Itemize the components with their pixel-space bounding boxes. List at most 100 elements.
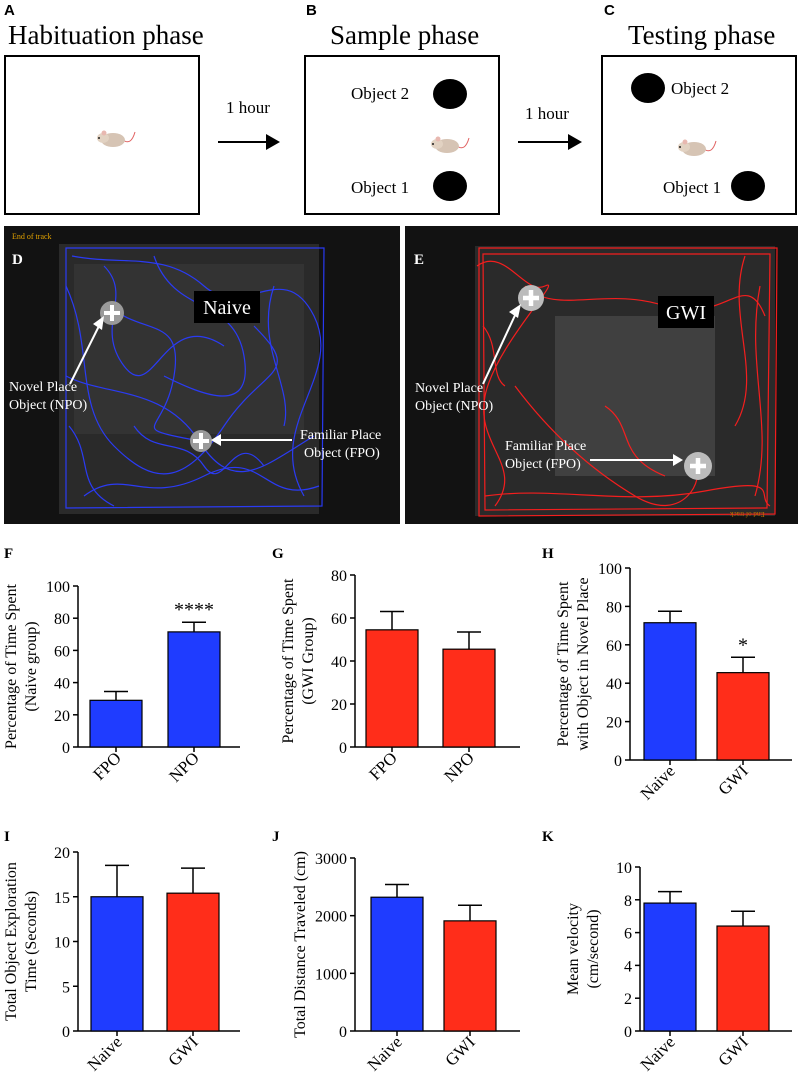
x-tick-label-f-0: FPO bbox=[89, 748, 124, 783]
y-axis-label-2-f: (Naive group) bbox=[23, 621, 40, 711]
y-axis-label-i: Total Object Exploration bbox=[3, 862, 20, 1021]
sample-object1-label: Object 1 bbox=[351, 178, 410, 197]
y-axis-label-k: Mean velocity bbox=[565, 903, 582, 995]
x-tick-label-h-1: GWI bbox=[714, 761, 752, 799]
sample-object2 bbox=[433, 79, 467, 109]
panel-label-a: A bbox=[4, 2, 15, 19]
y-tick-label-i: 0 bbox=[62, 1024, 70, 1041]
testing-object1-label: Object 1 bbox=[663, 178, 722, 197]
habituation-box bbox=[4, 55, 200, 215]
y-tick-label-g: 60 bbox=[331, 611, 347, 628]
y-tick-label-f: 40 bbox=[54, 676, 70, 693]
gwi-group-label: GWI bbox=[666, 302, 706, 324]
y-tick-label-j: 2000 bbox=[315, 909, 347, 926]
bar-k-0 bbox=[643, 902, 697, 1032]
bar-f-0 bbox=[89, 699, 143, 748]
npo-label-line2-e: Object (NPO) bbox=[415, 399, 493, 414]
y-tick-label-g: 80 bbox=[331, 568, 347, 585]
bar-k-1 bbox=[716, 925, 770, 1032]
gwi-track-image: E GWI Novel Place Object (NPO) Familiar … bbox=[405, 226, 798, 524]
y-tick-label-j: 1000 bbox=[315, 966, 347, 983]
panel-label-k: K bbox=[542, 829, 554, 845]
y-tick-label-i: 20 bbox=[54, 845, 70, 862]
y-axis-label-2-k: (cm/second) bbox=[585, 909, 602, 988]
y-tick-label-k: 0 bbox=[624, 1024, 632, 1041]
gwi-end-of-track: End of track bbox=[730, 510, 765, 518]
x-tick-label-k-0: Naive bbox=[637, 1032, 679, 1074]
sample-title: Sample phase bbox=[330, 20, 480, 50]
y-tick-label-k: 6 bbox=[624, 926, 632, 943]
bar-g-1 bbox=[442, 648, 496, 748]
y-tick-label-j: 3000 bbox=[315, 851, 347, 868]
panel-label-h: H bbox=[542, 546, 554, 562]
y-tick-label-g: 40 bbox=[331, 654, 347, 671]
sample-box: Object 2 Object 1 bbox=[304, 55, 500, 215]
testing-object2 bbox=[631, 73, 665, 103]
panel-label-d: D bbox=[12, 252, 23, 268]
y-tick-label-h: 60 bbox=[606, 638, 622, 655]
testing-object2-label: Object 2 bbox=[671, 79, 730, 98]
y-tick-label-f: 0 bbox=[62, 740, 70, 757]
y-tick-label-k: 10 bbox=[616, 860, 632, 877]
y-axis-label-f: Percentage of Time Spent bbox=[3, 584, 20, 749]
npo-label-line1-d: Novel Place bbox=[9, 380, 77, 395]
x-tick-label-k-1: GWI bbox=[714, 1032, 752, 1070]
y-tick-label-i: 15 bbox=[54, 890, 70, 907]
bar-h-0 bbox=[643, 622, 697, 761]
y-tick-label-f: 60 bbox=[54, 643, 70, 660]
bar-j-0 bbox=[370, 896, 424, 1032]
bar-g-0 bbox=[365, 629, 419, 748]
y-axis-label-2-i: Time (Seconds) bbox=[23, 891, 40, 992]
y-tick-label-h: 80 bbox=[606, 599, 622, 616]
y-tick-label-f: 80 bbox=[54, 611, 70, 628]
npo-label-line2-d: Object (NPO) bbox=[9, 398, 87, 413]
y-tick-label-h: 20 bbox=[606, 715, 622, 732]
arrow-label-1: 1 hour bbox=[226, 98, 270, 117]
npo-label-line1-e: Novel Place bbox=[415, 381, 483, 396]
sample-object1 bbox=[433, 171, 467, 201]
y-tick-label-k: 2 bbox=[624, 991, 632, 1008]
x-tick-label-f-1: NPO bbox=[165, 748, 202, 785]
y-tick-label-k: 8 bbox=[624, 893, 632, 910]
y-tick-label-g: 20 bbox=[331, 697, 347, 714]
naive-group-label: Naive bbox=[203, 297, 251, 319]
testing-box: Object 2 Object 1 bbox=[601, 55, 797, 215]
panel-label-e: E bbox=[414, 252, 424, 268]
bar-i-0 bbox=[90, 896, 144, 1032]
y-axis-label-2-g: (GWI Group) bbox=[300, 617, 317, 705]
naive-track-image: End of track D Naive Novel Place Object … bbox=[4, 226, 400, 524]
mouse-icon bbox=[431, 136, 470, 153]
y-tick-label-f: 100 bbox=[46, 579, 70, 596]
naive-end-of-track: End of track bbox=[12, 232, 52, 241]
y-tick-label-k: 4 bbox=[624, 958, 632, 975]
arrow-2 bbox=[518, 134, 582, 150]
y-tick-label-f: 20 bbox=[54, 708, 70, 725]
fpo-label-line1-d: Familiar Place bbox=[300, 428, 381, 443]
mouse-icon bbox=[97, 130, 136, 147]
significance-h-1: * bbox=[738, 634, 748, 656]
arrow-1 bbox=[218, 134, 280, 150]
y-axis-label-g: Percentage of Time Spent bbox=[280, 578, 297, 743]
y-tick-label-h: 0 bbox=[614, 753, 622, 770]
panel-label-b: B bbox=[306, 2, 317, 19]
bar-i-1 bbox=[166, 892, 220, 1032]
arrow-label-2: 1 hour bbox=[525, 104, 569, 123]
bar-j-1 bbox=[443, 920, 497, 1032]
panel-label-g: G bbox=[272, 546, 284, 562]
x-tick-label-g-1: NPO bbox=[440, 748, 477, 785]
panel-label-c: C bbox=[604, 2, 615, 19]
sample-object2-label: Object 2 bbox=[351, 84, 410, 103]
x-tick-label-h-0: Naive bbox=[637, 761, 679, 803]
habituation-title: Habituation phase bbox=[8, 20, 204, 50]
y-tick-label-g: 0 bbox=[339, 740, 347, 757]
y-axis-label-2-h: with Object in Novel Place bbox=[575, 577, 592, 750]
x-tick-label-i-0: Naive bbox=[84, 1032, 126, 1074]
x-tick-label-i-1: GWI bbox=[164, 1032, 202, 1070]
mouse-icon bbox=[678, 139, 717, 156]
panel-label-f: F bbox=[4, 546, 13, 562]
y-axis-label-j: Total Distance Traveled (cm) bbox=[292, 851, 309, 1038]
panel-label-j: J bbox=[272, 829, 280, 845]
x-tick-label-j-0: Naive bbox=[364, 1032, 406, 1074]
x-tick-label-g-0: FPO bbox=[365, 748, 400, 783]
y-tick-label-j: 0 bbox=[339, 1024, 347, 1041]
